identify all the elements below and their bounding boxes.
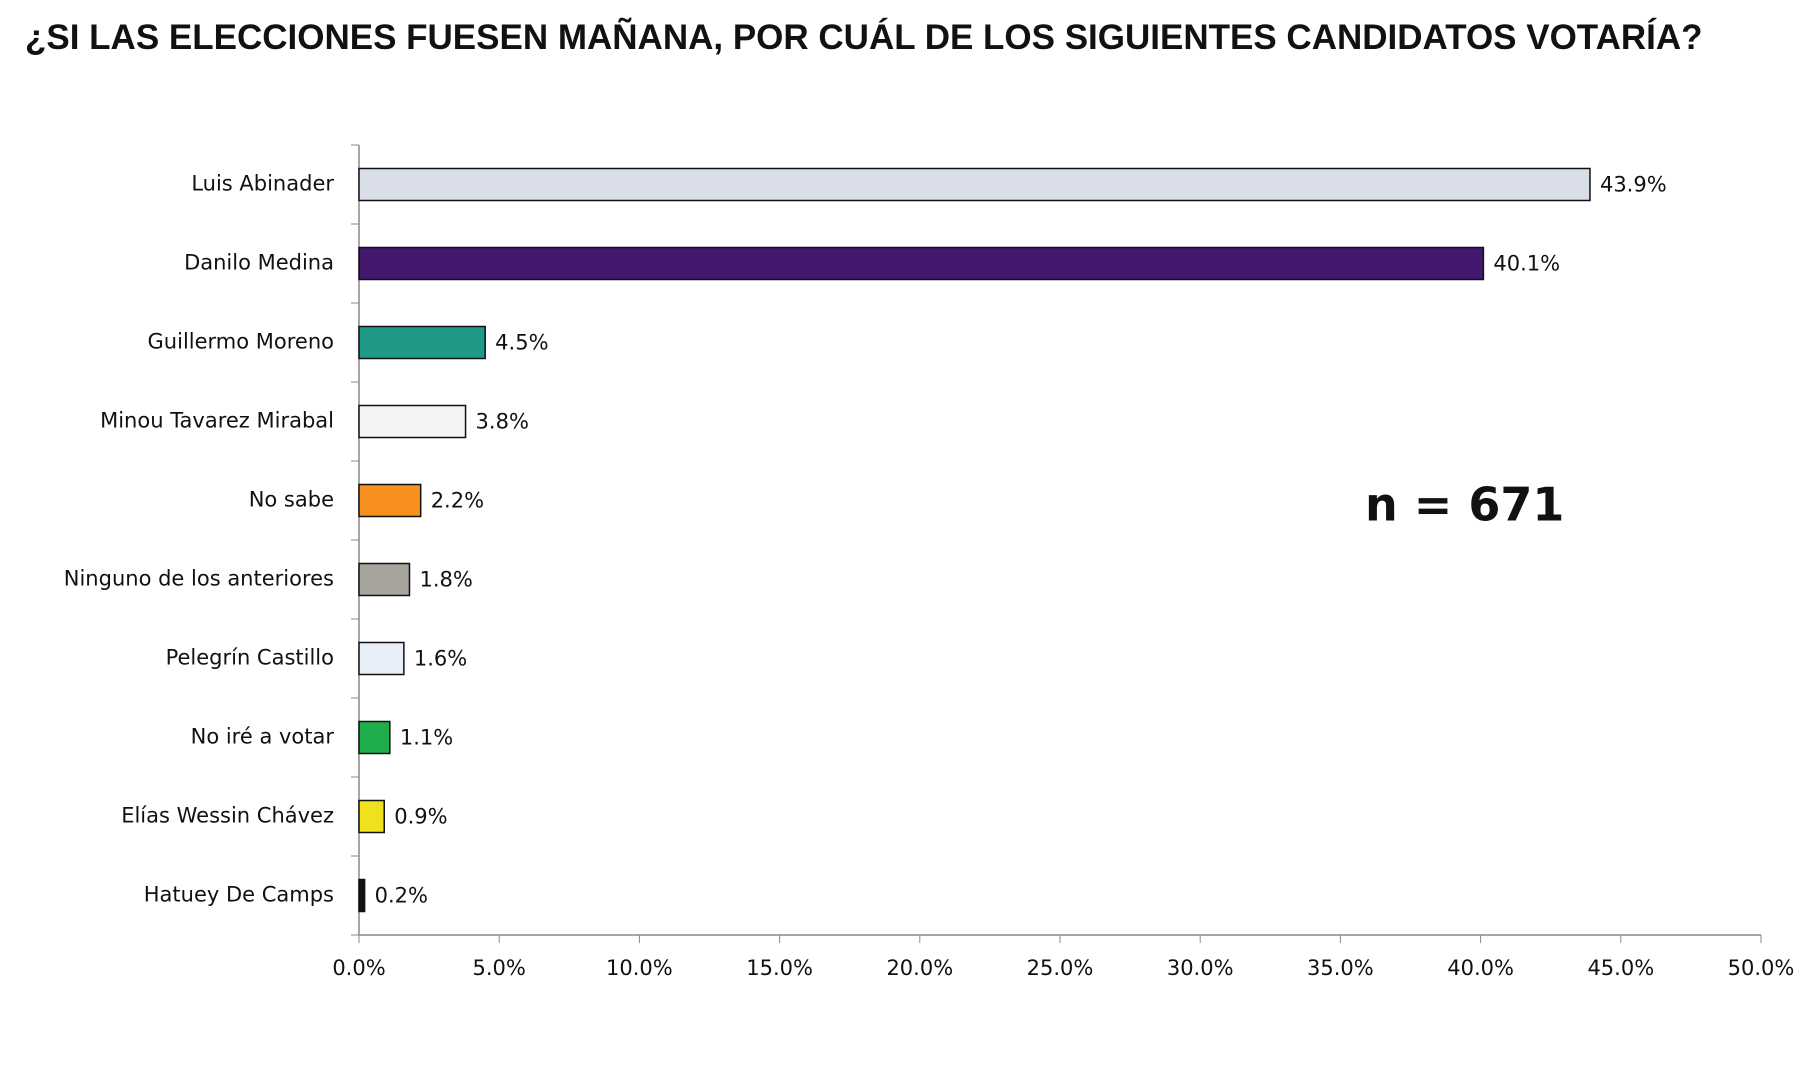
y-tick-label: Pelegrín Castillo — [166, 646, 334, 670]
bar — [358, 878, 366, 913]
bar — [358, 641, 405, 676]
x-tick-label: 35.0% — [1307, 956, 1374, 980]
value-label: 2.2% — [431, 489, 484, 513]
x-tick-label: 30.0% — [1167, 956, 1234, 980]
y-tick-label: Minou Tavarez Mirabal — [100, 409, 334, 433]
x-tick-label: 10.0% — [606, 956, 673, 980]
y-tick-label: Hatuey De Camps — [144, 883, 334, 907]
value-label: 1.1% — [400, 726, 453, 750]
x-tick-label: 15.0% — [746, 956, 813, 980]
bar — [358, 167, 1591, 202]
bar — [358, 483, 422, 518]
bar — [358, 325, 486, 360]
y-tick-label: Elías Wessin Chávez — [121, 804, 334, 828]
value-label: 43.9% — [1600, 173, 1667, 197]
chart-title: ¿SI LAS ELECCIONES FUESEN MAÑANA, POR CU… — [25, 18, 1703, 57]
annotation: n = 671 — [1365, 478, 1564, 532]
y-tick-label: No iré a votar — [191, 725, 335, 749]
bar — [358, 562, 411, 597]
value-label: 0.9% — [394, 805, 447, 829]
value-label: 4.5% — [495, 331, 548, 355]
y-tick-label: Guillermo Moreno — [148, 330, 334, 354]
bar — [358, 799, 385, 834]
y-tick-label: No sabe — [249, 488, 334, 512]
y-tick-label: Danilo Medina — [184, 251, 334, 275]
x-tick-label: 5.0% — [473, 956, 526, 980]
value-label: 40.1% — [1493, 252, 1560, 276]
bar — [358, 246, 1485, 281]
x-tick-label: 25.0% — [1027, 956, 1094, 980]
bar — [358, 404, 467, 439]
y-tick-label: Ninguno de los anteriores — [64, 567, 334, 591]
bar — [358, 720, 391, 755]
y-tick-label: Luis Abinader — [191, 172, 334, 196]
value-label: 3.8% — [476, 410, 529, 434]
x-tick-label: 40.0% — [1447, 956, 1514, 980]
x-tick-label: 45.0% — [1587, 956, 1654, 980]
value-label: 1.8% — [419, 568, 472, 592]
value-label: 0.2% — [375, 884, 428, 908]
x-tick-label: 20.0% — [886, 956, 953, 980]
x-tick-label: 0.0% — [332, 956, 385, 980]
x-tick-label: 50.0% — [1728, 956, 1795, 980]
value-label: 1.6% — [414, 647, 467, 671]
